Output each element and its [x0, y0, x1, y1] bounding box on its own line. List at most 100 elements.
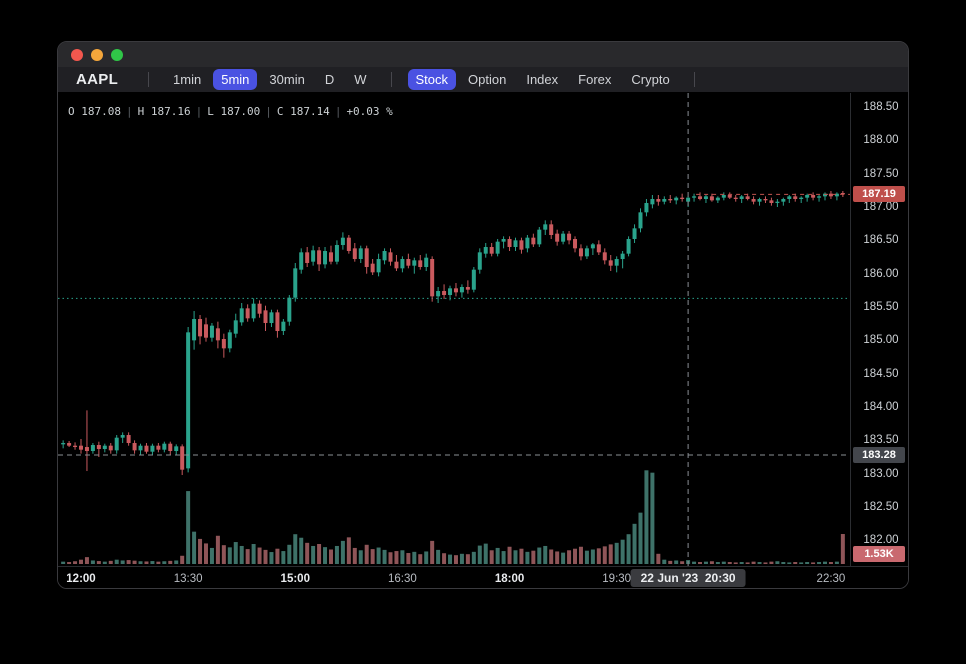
- candle-body: [495, 241, 500, 254]
- timeframe-button-w[interactable]: W: [354, 72, 367, 87]
- volume-bar: [114, 559, 119, 564]
- minimize-window-icon[interactable]: [91, 48, 103, 61]
- candle-body: [156, 445, 161, 450]
- time-axis-label: 12:00: [66, 572, 96, 585]
- candle-body: [573, 239, 578, 249]
- market-button-option[interactable]: Option: [468, 72, 507, 87]
- timeframe-button-1min[interactable]: 1min: [173, 72, 202, 87]
- volume-bar: [507, 546, 512, 564]
- candle-body: [221, 339, 226, 349]
- volume-bar: [620, 539, 625, 564]
- candle-body: [507, 239, 512, 248]
- time-axis-label: 13:30: [173, 572, 203, 585]
- window-titlebar[interactable]: [58, 42, 908, 67]
- volume-bar: [430, 540, 435, 564]
- volume-bar: [293, 534, 298, 564]
- market-button-stock[interactable]: Stock: [407, 69, 457, 90]
- price-axis-badge: 187.19: [853, 186, 905, 203]
- volume-bar: [834, 561, 839, 564]
- time-axis-label: 16:30: [388, 572, 417, 585]
- price-axis-label: 188.50: [863, 101, 899, 113]
- candle-body: [305, 252, 310, 264]
- time-axis-label: 15:00: [280, 572, 310, 585]
- candle-body: [323, 251, 328, 265]
- candle-body: [102, 445, 107, 450]
- candle-body: [471, 269, 476, 290]
- volume-bar: [394, 551, 399, 564]
- volume-bar: [67, 562, 72, 564]
- candle-body: [567, 233, 572, 241]
- candle-body: [561, 233, 566, 242]
- volume-bar: [436, 549, 441, 564]
- timeframe-button-d[interactable]: D: [324, 72, 335, 87]
- price-axis-label: 184.50: [863, 367, 899, 380]
- price-axis-label: 182.00: [863, 534, 899, 547]
- candle-body: [465, 287, 470, 290]
- candle-body: [340, 237, 345, 246]
- candle-body: [364, 248, 369, 268]
- volume-bar: [751, 561, 756, 564]
- volume-bar: [805, 562, 810, 564]
- volume-bar: [162, 561, 167, 564]
- volume-bar: [501, 551, 506, 564]
- candle-body: [781, 199, 786, 202]
- legend-separator: |: [195, 105, 203, 118]
- candle-body: [602, 252, 607, 261]
- volume-bar: [233, 542, 238, 564]
- candle-body: [245, 308, 250, 319]
- market-button-crypto[interactable]: Crypto: [631, 72, 670, 87]
- volume-bar: [287, 544, 292, 564]
- volume-bar: [370, 549, 375, 564]
- volume-bar: [757, 562, 762, 564]
- volume-bar: [656, 553, 661, 564]
- candle-body: [239, 308, 244, 323]
- candle-body: [138, 445, 143, 451]
- candlestick-chart-pane[interactable]: O 187.08 | H 187.16 | L 187.00 | C 187.14 | +0.0…: [58, 93, 850, 566]
- volume-bar: [215, 535, 220, 564]
- candle-body: [501, 239, 506, 242]
- volume-bar: [608, 544, 613, 564]
- legend-value: O 187.08: [68, 105, 121, 118]
- volume-bar: [257, 547, 262, 564]
- candle-body: [227, 332, 232, 349]
- candle-body: [459, 287, 464, 293]
- close-window-icon[interactable]: [71, 48, 83, 61]
- candle-body: [287, 297, 292, 322]
- candle-body: [638, 212, 643, 229]
- volume-bar: [245, 549, 250, 564]
- candle-body: [281, 321, 286, 332]
- candle-body: [703, 196, 708, 200]
- volume-bar: [334, 545, 339, 564]
- volume-bar: [418, 554, 423, 564]
- volume-bar: [209, 547, 214, 564]
- candle-body: [180, 446, 185, 470]
- volume-bar: [811, 562, 816, 564]
- time-axis[interactable]: 12:00 13:30 15:00 16:30 18:00 19:30 22:30 22 Ju…: [58, 566, 908, 588]
- volume-bar: [120, 560, 125, 564]
- volume-bar: [817, 562, 822, 564]
- price-axis[interactable]: 188.50 188.00 187.50 187.00 186.50 186.00 185.…: [850, 93, 908, 566]
- candle-body: [376, 259, 381, 273]
- volume-bar: [281, 551, 286, 564]
- volume-bar: [358, 550, 363, 564]
- volume-bar: [709, 561, 714, 564]
- candle-body: [114, 437, 119, 451]
- candle-body: [61, 443, 66, 445]
- candle-body: [787, 196, 792, 200]
- market-button-index[interactable]: Index: [526, 72, 559, 87]
- trading-app-window: AAPL 1min 5min 30min D W Stock Option Index For…: [57, 41, 909, 589]
- candle-body: [293, 268, 298, 298]
- candle-body: [668, 199, 673, 201]
- candle-body: [644, 203, 649, 213]
- chart-toolbar: AAPL 1min 5min 30min D W Stock Option Index For…: [58, 67, 908, 93]
- timeframe-button-5min[interactable]: 5min: [213, 69, 258, 90]
- market-button-forex[interactable]: Forex: [578, 72, 612, 87]
- candle-body: [823, 193, 827, 197]
- candle-body: [317, 250, 322, 265]
- zoom-window-icon[interactable]: [111, 48, 123, 61]
- volume-bar: [567, 550, 572, 564]
- timeframe-button-30min[interactable]: 30min: [269, 72, 305, 87]
- price-axis-label: 186.50: [863, 234, 899, 247]
- volume-bar: [102, 561, 107, 564]
- price-axis-label: 185.00: [863, 334, 899, 347]
